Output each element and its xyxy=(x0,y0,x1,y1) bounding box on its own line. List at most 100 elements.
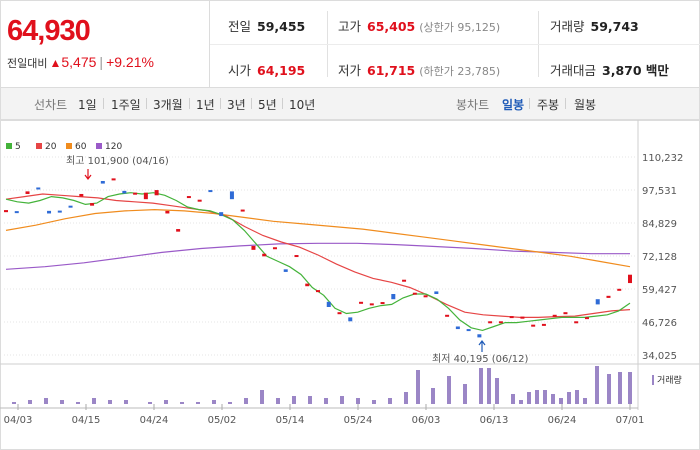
y-tick-label: 72,128 xyxy=(642,252,677,263)
period-1w[interactable]: 1주일 xyxy=(111,98,141,112)
candle xyxy=(348,317,353,322)
period-1y[interactable]: 1년 xyxy=(196,98,215,112)
period-5y[interactable]: 5년 xyxy=(258,98,277,112)
volume-bar xyxy=(76,402,80,404)
quote-header: 64,930 전일대비 ▲5,475 | +9.21% 전일 59,455 고가 65,4… xyxy=(0,0,700,88)
candle xyxy=(79,193,84,197)
volume-bar xyxy=(416,370,420,404)
period-3y[interactable]: 3년 xyxy=(227,98,246,112)
divider xyxy=(282,98,283,109)
candle xyxy=(100,180,105,184)
legend-label: 20 xyxy=(45,142,57,152)
volume-bar xyxy=(276,398,280,404)
legend-swatch xyxy=(6,143,12,149)
change-row: 전일대비 ▲5,475 | +9.21% xyxy=(7,54,154,71)
volume-bar xyxy=(356,398,360,404)
candle xyxy=(402,279,407,282)
volume-bar xyxy=(180,402,184,404)
volume-bar xyxy=(12,402,16,404)
high-annotation: 최고 101,900 (04/16) xyxy=(66,155,169,167)
candle xyxy=(326,301,331,307)
candle xyxy=(520,316,525,319)
candle xyxy=(25,191,30,194)
candle xyxy=(47,210,52,214)
price-box: 64,930 전일대비 ▲5,475 | +9.21% xyxy=(1,1,210,87)
candle xyxy=(197,199,202,202)
candle xyxy=(219,212,224,217)
volume-bar xyxy=(551,394,555,404)
volume-bar xyxy=(292,396,296,404)
x-tick-label: 05/24 xyxy=(344,415,373,426)
volume-bar xyxy=(244,398,248,404)
candle xyxy=(509,316,514,319)
candle-daily[interactable]: 일봉 xyxy=(502,98,525,112)
volume-bar xyxy=(372,400,376,404)
x-tick-label: 04/03 xyxy=(4,415,33,426)
candle xyxy=(617,288,622,291)
volume-bar xyxy=(628,372,632,404)
candle xyxy=(455,326,460,330)
divider xyxy=(565,98,566,109)
legend-swatch xyxy=(66,143,72,149)
candle xyxy=(574,321,579,324)
change-value: 5,475 xyxy=(61,54,97,70)
candle xyxy=(380,302,385,305)
candle xyxy=(412,292,417,295)
volume-bar xyxy=(164,400,168,404)
period-1d[interactable]: 1일 xyxy=(78,98,97,112)
volume-bar xyxy=(618,372,622,404)
y-tick-label: 59,427 xyxy=(642,285,677,296)
candle xyxy=(359,301,364,304)
up-arrow-icon xyxy=(478,340,486,352)
volume-bar xyxy=(340,396,344,404)
volume-bar xyxy=(124,400,128,404)
candle xyxy=(391,294,396,300)
period-3m[interactable]: 3개월 xyxy=(153,98,183,112)
volume-bar xyxy=(92,398,96,404)
x-tick-label: 07/01 xyxy=(616,415,645,426)
volume-bar xyxy=(487,368,491,404)
volume-bar xyxy=(44,398,48,404)
candle xyxy=(229,191,234,200)
period-10y[interactable]: 10년 xyxy=(289,98,316,112)
x-tick-label: 04/24 xyxy=(140,415,169,426)
candle xyxy=(272,247,277,250)
candle xyxy=(498,321,503,324)
candle xyxy=(606,295,611,298)
candle xyxy=(488,321,493,324)
x-tick-label: 05/02 xyxy=(208,415,237,426)
volume-bar xyxy=(559,398,563,404)
volume-bar xyxy=(447,376,451,404)
legend-swatch xyxy=(96,143,102,149)
x-tick-label: 05/14 xyxy=(276,415,305,426)
volume-bar xyxy=(228,402,232,404)
candle xyxy=(584,317,589,320)
candle xyxy=(337,312,342,315)
stat-low: 저가 61,715 (하한가 23,785) xyxy=(338,63,501,78)
volume-bar xyxy=(260,390,264,404)
candle xyxy=(283,269,288,272)
y-tick-label: 34,025 xyxy=(642,351,677,362)
chart-frame xyxy=(0,120,700,450)
candle xyxy=(531,324,536,327)
ma20-line xyxy=(5,193,631,318)
y-tick-label: 110,232 xyxy=(642,153,683,164)
volume-bar xyxy=(595,366,599,404)
x-tick-label: 06/03 xyxy=(412,415,441,426)
candle-monthly[interactable]: 월봉 xyxy=(574,98,597,112)
volume-bar xyxy=(404,392,408,404)
candle xyxy=(262,253,267,257)
divider xyxy=(189,98,190,109)
stat-prev-close: 전일 59,455 xyxy=(228,19,306,34)
divider xyxy=(146,98,147,109)
candle-weekly[interactable]: 주봉 xyxy=(537,98,560,112)
candle xyxy=(14,211,19,214)
candle xyxy=(251,245,256,250)
volume-bar xyxy=(607,374,611,404)
candle xyxy=(143,192,148,200)
x-tick-label: 06/24 xyxy=(548,415,577,426)
stat-open: 시가 64,195 xyxy=(228,63,306,78)
line-chart-label: 선차트 xyxy=(34,98,68,112)
stat-trade-value: 거래대금 3,870 백만 xyxy=(550,63,669,78)
volume-bar xyxy=(28,400,32,404)
